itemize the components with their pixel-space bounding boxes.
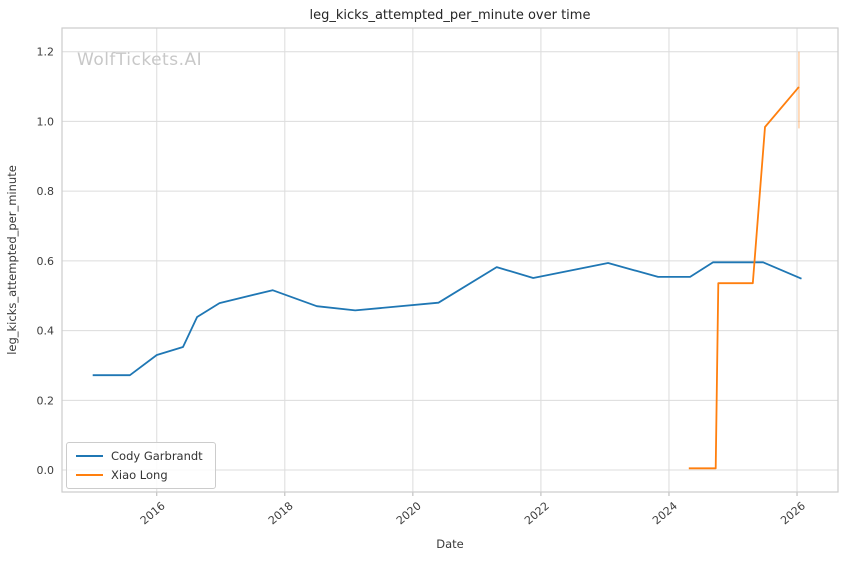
x-tick-label-2020: 2020 — [394, 499, 424, 527]
y-tick-label-0.0: 0.0 — [37, 464, 55, 477]
y-tick-label-0.2: 0.2 — [37, 394, 55, 407]
chart-title: leg_kicks_attempted_per_minute over time — [310, 8, 591, 23]
x-axis-label: Date — [436, 537, 464, 551]
legend: Cody Garbrandt Xiao Long — [66, 442, 216, 489]
series-line-xiao-long — [688, 86, 800, 470]
series-layer — [92, 51, 802, 470]
y-tick-label-1.2: 1.2 — [37, 46, 55, 59]
legend-label-cody-garbrandt: Cody Garbrandt — [111, 448, 203, 463]
x-tick-label-2024: 2024 — [650, 499, 680, 527]
x-tick-label-2026: 2026 — [778, 499, 808, 527]
x-tick-label-2022: 2022 — [522, 499, 552, 527]
legend-item-xiao-long: Xiao Long — [76, 467, 203, 482]
x-tick-label-2016: 2016 — [138, 499, 168, 527]
series-line-cody-garbrandt — [92, 261, 802, 377]
legend-label-xiao-long: Xiao Long — [111, 467, 168, 482]
y-axis-label: leg_kicks_attempted_per_minute — [5, 165, 19, 355]
grid-layer — [62, 28, 838, 492]
y-tick-label-0.6: 0.6 — [37, 255, 55, 268]
legend-item-cody-garbrandt: Cody Garbrandt — [76, 448, 203, 463]
watermark: WolfTickets.AI — [77, 50, 202, 70]
y-tick-label-1.0: 1.0 — [37, 115, 55, 128]
y-tick-label-0.8: 0.8 — [37, 185, 55, 198]
x-tick-label-2018: 2018 — [266, 499, 296, 527]
legend-line-swatch-xiao-long — [76, 473, 103, 476]
y-tick-label-0.4: 0.4 — [37, 325, 55, 338]
legend-line-swatch-cody-garbrandt — [76, 454, 103, 457]
plot-border — [61, 27, 839, 493]
